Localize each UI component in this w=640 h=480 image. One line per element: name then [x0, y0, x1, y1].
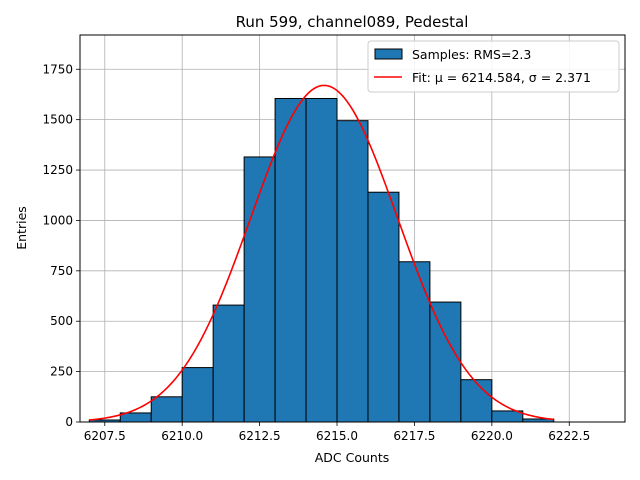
histogram-bar	[150, 396, 183, 423]
histogram-bar	[367, 191, 400, 423]
y-axis-ticks: 0 250 500 750 1000 1250 1500 1750	[42, 62, 80, 429]
x-tick-label: 6222.5	[548, 429, 590, 443]
y-tick-label: 1250	[42, 163, 73, 177]
x-tick-label: 6220.0	[471, 429, 513, 443]
y-tick-label: 250	[50, 365, 73, 379]
y-tick-label: 1750	[42, 62, 73, 76]
histogram-bar	[212, 304, 245, 423]
histogram-bars	[88, 97, 555, 423]
y-tick-label: 1500	[42, 113, 73, 127]
fit-curve-layer	[89, 84, 554, 421]
histogram-bar	[460, 379, 493, 423]
x-tick-label: 6210.0	[161, 429, 203, 443]
legend-label-fit: Fit: μ = 6214.584, σ = 2.371	[412, 70, 591, 85]
x-tick-label: 6217.5	[393, 429, 435, 443]
y-tick-label: 0	[65, 415, 73, 429]
x-tick-label: 6212.5	[239, 429, 281, 443]
histogram-bar	[429, 301, 462, 423]
x-tick-label: 6215.0	[316, 429, 358, 443]
histogram-bar	[398, 261, 431, 423]
histogram-bar	[181, 367, 214, 423]
legend: Samples: RMS=2.3 Fit: μ = 6214.584, σ = …	[367, 40, 620, 93]
x-tick-label: 6207.5	[84, 429, 126, 443]
x-axis-ticks: 6207.5 6210.0 6212.5 6215.0 6217.5 6220.0 6222…	[84, 422, 590, 443]
y-tick-label: 750	[50, 264, 73, 278]
fit-curve	[89, 84, 554, 421]
x-axis-label: ADC Counts	[315, 450, 390, 465]
y-tick-label: 500	[50, 314, 73, 328]
plot-frame	[79, 34, 626, 423]
histogram-bar	[305, 97, 338, 423]
y-tick-label: 1000	[42, 213, 73, 227]
y-axis-label: Entries	[14, 206, 29, 250]
legend-swatch-samples	[374, 48, 403, 60]
legend-box	[367, 40, 620, 93]
chart-title: Run 599, channel089, Pedestal	[236, 13, 469, 31]
histogram-bar	[336, 120, 369, 423]
legend-label-samples: Samples: RMS=2.3	[412, 47, 531, 62]
histogram-bar	[274, 97, 307, 423]
histogram-bar	[243, 156, 276, 423]
